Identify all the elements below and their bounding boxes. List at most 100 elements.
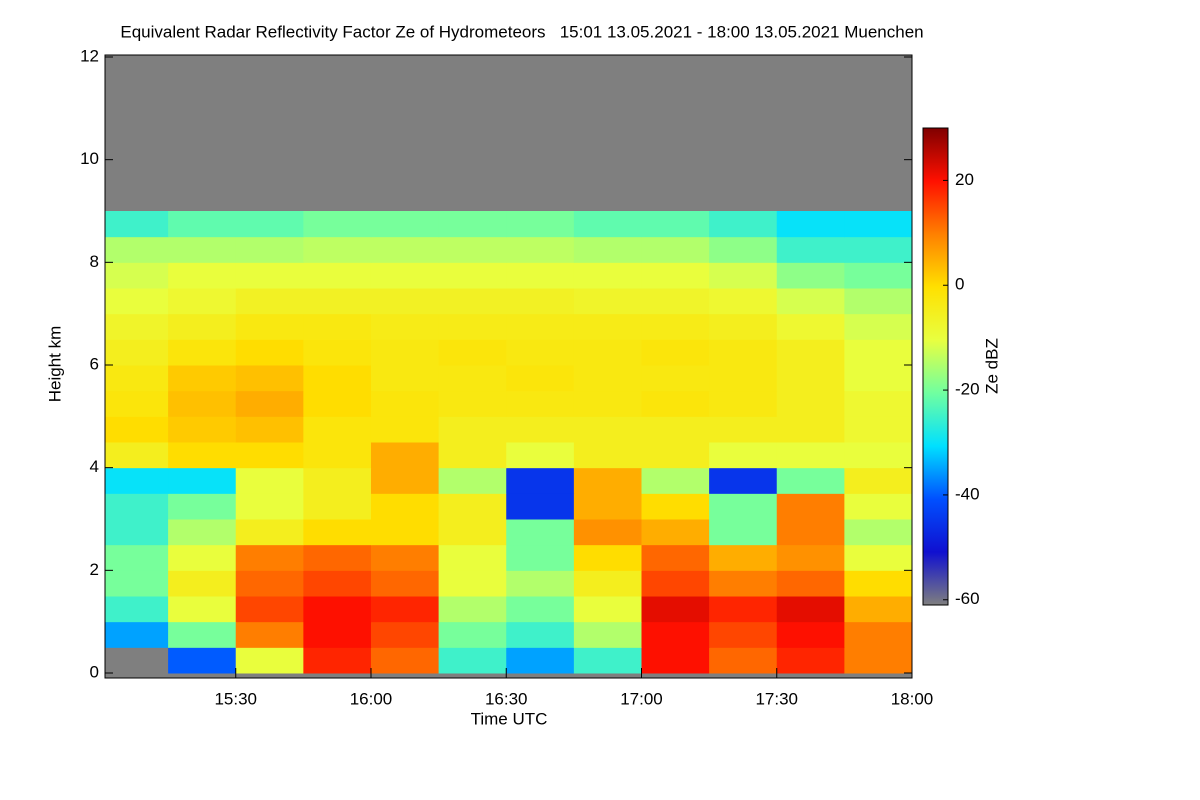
heatmap-cell	[168, 262, 237, 289]
heatmap-cell	[709, 313, 778, 340]
heatmap-cell	[506, 519, 575, 546]
heatmap-cell	[105, 236, 169, 263]
heatmap-cell	[303, 467, 372, 494]
heatmap-cell	[709, 288, 778, 315]
heatmap-cell	[506, 211, 575, 238]
heatmap-cell	[303, 544, 372, 571]
heatmap-cell	[370, 313, 440, 340]
heatmap-cell	[709, 647, 778, 674]
heatmap-cell	[573, 416, 642, 443]
heatmap-cell	[370, 647, 440, 674]
heatmap-cell	[506, 262, 575, 289]
heatmap-cell	[438, 339, 507, 366]
heatmap-cell	[438, 416, 507, 443]
heatmap-cell	[235, 544, 304, 571]
heatmap-cell	[235, 493, 304, 520]
heatmap-cell	[235, 570, 304, 597]
y-tick-label: 4	[90, 457, 99, 476]
heatmap-cell	[370, 570, 440, 597]
plot-frame	[104, 54, 913, 679]
heatmap-cell	[370, 519, 440, 546]
heatmap-cell	[844, 288, 913, 315]
heatmap-cell	[168, 365, 237, 392]
heatmap-cell	[370, 493, 440, 520]
heatmap-cell	[641, 236, 710, 263]
heatmap-cell	[235, 596, 304, 623]
heatmap-cell	[235, 647, 304, 674]
heatmap-cell	[506, 544, 575, 571]
heatmap-cell	[303, 262, 372, 289]
heatmap-cell	[168, 544, 237, 571]
heatmap-cell	[506, 596, 575, 623]
heatmap-cell	[168, 596, 237, 623]
colorbar	[922, 127, 949, 606]
heatmap-cell	[105, 416, 169, 443]
heatmap-cell	[573, 442, 642, 469]
heatmap-cell	[844, 390, 913, 417]
heatmap-cell	[370, 596, 440, 623]
heatmap-cell	[235, 390, 304, 417]
heatmap-cell	[573, 211, 642, 238]
heatmap-cell	[506, 570, 575, 597]
heatmap-cell	[776, 313, 845, 340]
heatmap-cell	[709, 365, 778, 392]
heatmap-cell	[105, 519, 169, 546]
heatmap-cell	[506, 339, 575, 366]
heatmap-cell	[235, 262, 304, 289]
heatmap-cell	[641, 211, 710, 238]
heatmap-cell	[235, 416, 304, 443]
heatmap-cell	[105, 288, 169, 315]
heatmap-cell	[844, 493, 913, 520]
heatmap-cell	[709, 544, 778, 571]
heatmap-cell	[844, 621, 913, 648]
heatmap-cell	[438, 211, 507, 238]
heatmap-cell	[303, 596, 372, 623]
heatmap-cell	[438, 493, 507, 520]
heatmap-cell	[235, 288, 304, 315]
heatmap-cell	[776, 544, 845, 571]
heatmap-cell	[573, 544, 642, 571]
heatmap-cell	[844, 262, 913, 289]
heatmap-cell	[168, 288, 237, 315]
heatmap-cell	[641, 621, 710, 648]
heatmap-cell	[438, 236, 507, 263]
x-tick-label: 16:00	[350, 689, 393, 708]
heatmap-cell	[303, 442, 372, 469]
heatmap-cell	[641, 493, 710, 520]
heatmap-cell	[303, 519, 372, 546]
heatmap-cell	[235, 621, 304, 648]
heatmap-cell	[709, 262, 778, 289]
heatmap-cell	[776, 288, 845, 315]
heatmap-cell	[641, 647, 710, 674]
colorbar-label: Ze dBZ	[982, 338, 1001, 394]
heatmap-cell	[438, 390, 507, 417]
heatmap-cell	[370, 339, 440, 366]
heatmap-cell	[844, 416, 913, 443]
heatmap-cell	[105, 621, 169, 648]
heatmap-cell	[709, 339, 778, 366]
heatmap-cell	[573, 647, 642, 674]
heatmap-cell	[573, 339, 642, 366]
heatmap-cell	[709, 442, 778, 469]
heatmap-cell	[776, 442, 845, 469]
heatmap-cell	[776, 211, 845, 238]
heatmap-cell	[105, 262, 169, 289]
heatmap-cell	[105, 442, 169, 469]
heatmap-cell	[573, 365, 642, 392]
heatmap-cell	[573, 493, 642, 520]
x-tick-label: 18:00	[891, 689, 934, 708]
heatmap-cell	[370, 211, 440, 238]
heatmap-cell	[303, 339, 372, 366]
x-tick-label: 17:30	[755, 689, 798, 708]
heatmap-cell	[168, 519, 237, 546]
heatmap-cell	[168, 621, 237, 648]
heatmap-cell	[370, 236, 440, 263]
heatmap-cell	[370, 467, 440, 494]
heatmap-cell	[776, 621, 845, 648]
x-axis-label: Time UTC	[471, 709, 548, 728]
heatmap-cell	[844, 442, 913, 469]
heatmap-cell	[235, 442, 304, 469]
heatmap-cell	[438, 467, 507, 494]
heatmap-cell	[438, 442, 507, 469]
heatmap-cell	[438, 621, 507, 648]
